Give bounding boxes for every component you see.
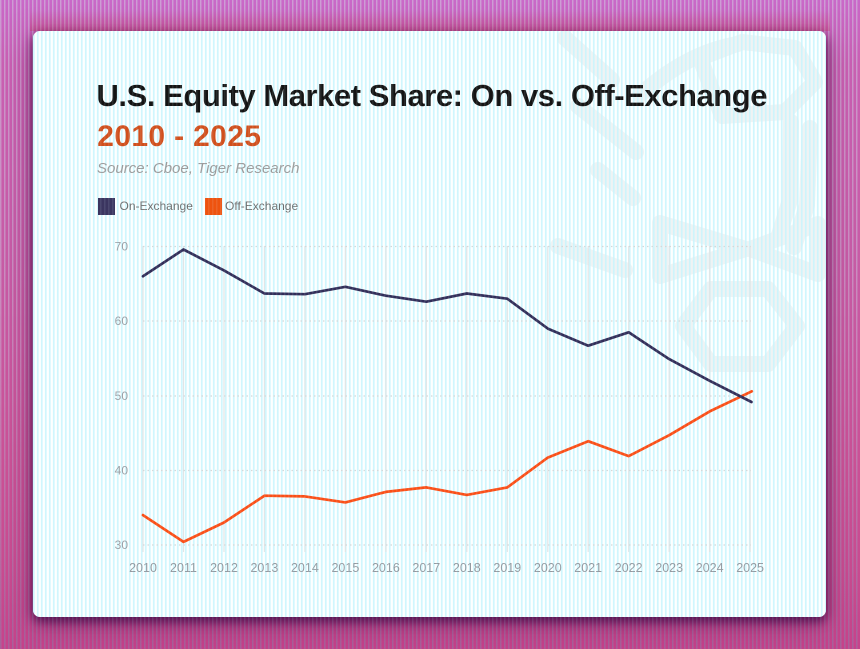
svg-text:50: 50 bbox=[115, 389, 129, 403]
svg-text:2016: 2016 bbox=[372, 561, 400, 575]
svg-text:2024: 2024 bbox=[696, 561, 724, 575]
svg-text:2018: 2018 bbox=[453, 561, 481, 575]
svg-text:40: 40 bbox=[115, 464, 129, 478]
svg-text:2025: 2025 bbox=[736, 561, 764, 575]
svg-text:2010: 2010 bbox=[129, 561, 157, 575]
svg-text:2014: 2014 bbox=[291, 561, 319, 575]
svg-text:2020: 2020 bbox=[534, 561, 562, 575]
svg-text:60: 60 bbox=[115, 314, 129, 328]
svg-text:2021: 2021 bbox=[574, 561, 602, 575]
svg-text:2015: 2015 bbox=[331, 561, 359, 575]
svg-text:2023: 2023 bbox=[655, 561, 683, 575]
svg-text:2012: 2012 bbox=[210, 561, 238, 575]
svg-text:30: 30 bbox=[115, 538, 129, 552]
svg-text:2022: 2022 bbox=[615, 561, 643, 575]
svg-text:70: 70 bbox=[115, 240, 129, 254]
svg-text:2013: 2013 bbox=[250, 561, 278, 575]
svg-text:2011: 2011 bbox=[170, 561, 197, 575]
svg-text:2019: 2019 bbox=[493, 561, 521, 575]
svg-text:2017: 2017 bbox=[412, 561, 440, 575]
